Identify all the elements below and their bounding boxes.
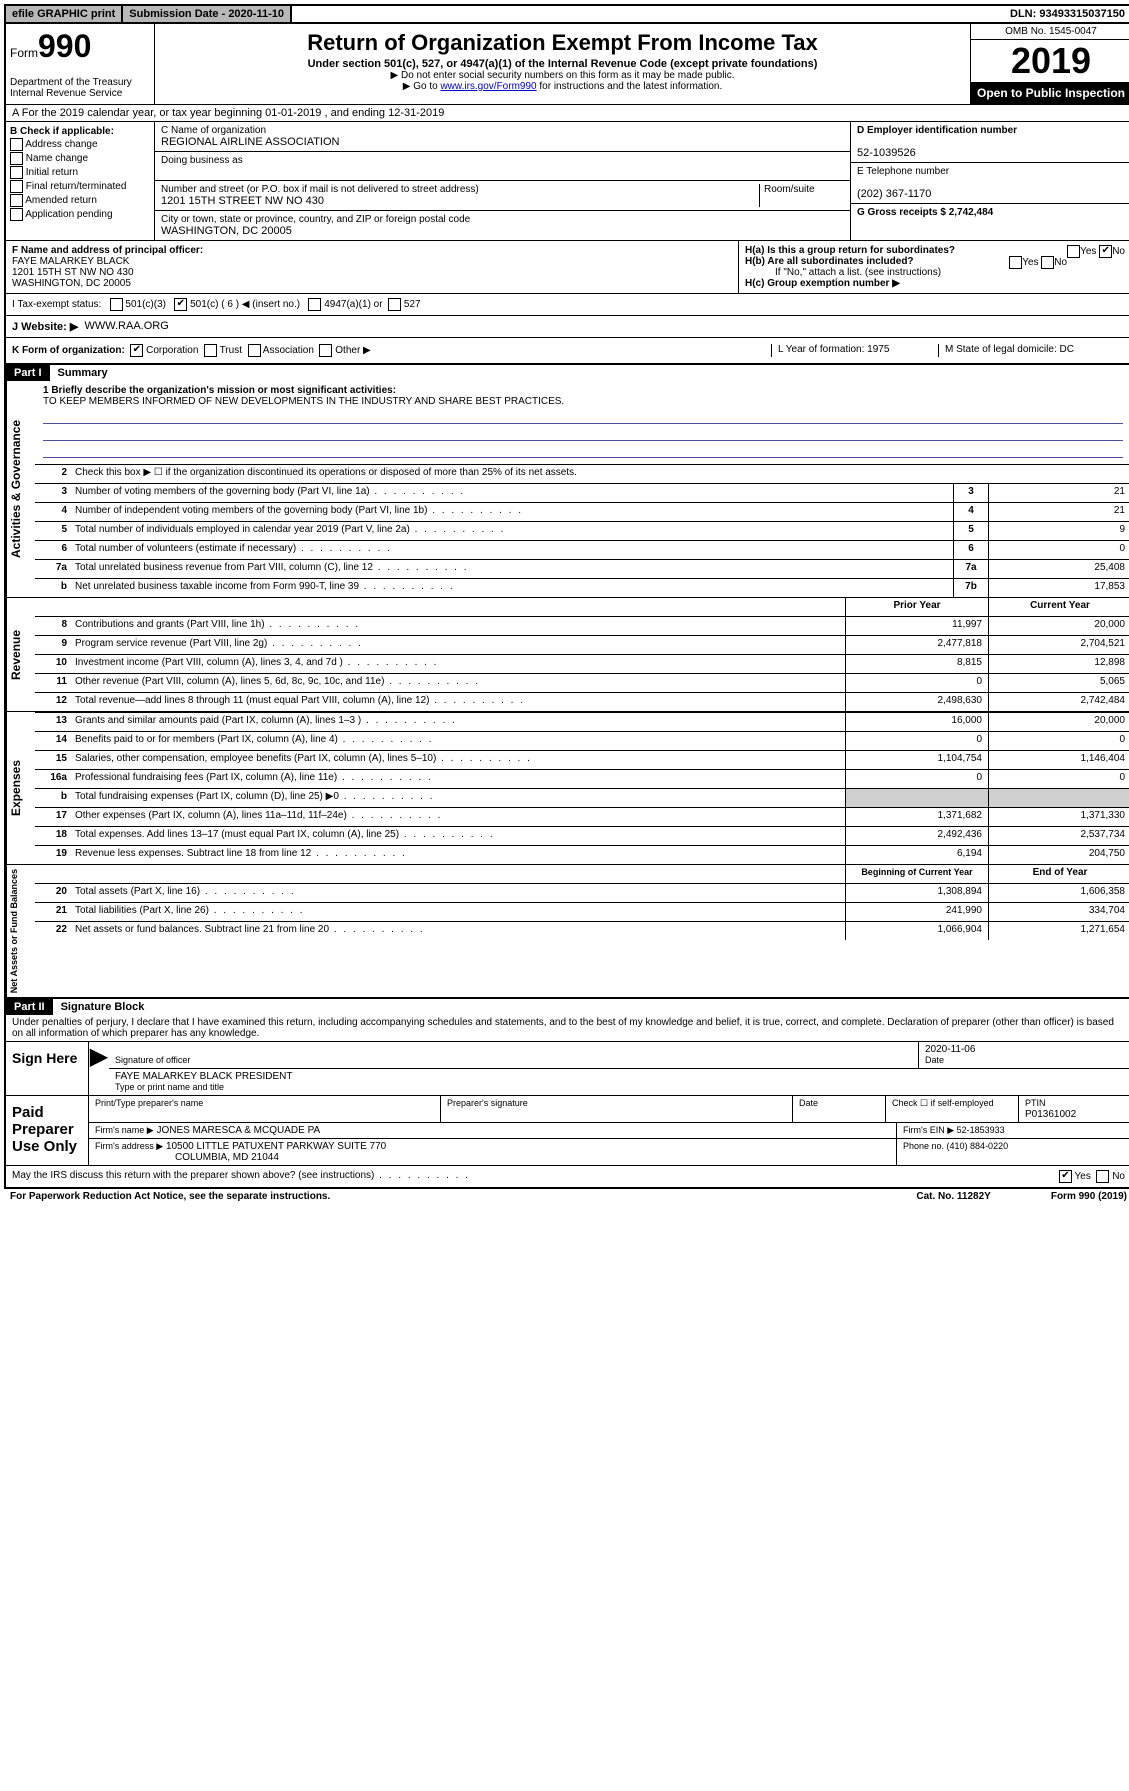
row-k: K Form of organization: Corporation Trus… xyxy=(6,337,1129,363)
summary-line: 20Total assets (Part X, line 16)1,308,89… xyxy=(35,883,1129,902)
section-b: B Check if applicable: Address change Na… xyxy=(6,122,155,240)
year-cell: OMB No. 1545-0047 2019 Open to Public In… xyxy=(970,24,1129,104)
section-h: H(a) Is this a group return for subordin… xyxy=(738,241,1129,293)
side-expenses: Expenses xyxy=(6,712,35,864)
summary-line: 22Net assets or fund balances. Subtract … xyxy=(35,921,1129,940)
summary-line: 9Program service revenue (Part VIII, lin… xyxy=(35,635,1129,654)
footer: For Paperwork Reduction Act Notice, see … xyxy=(4,1189,1129,1204)
tax-exempt-row: I Tax-exempt status: 501(c)(3) 501(c) ( … xyxy=(6,293,1129,315)
perjury-statement: Under penalties of perjury, I declare th… xyxy=(6,1015,1129,1041)
instructions-link[interactable]: www.irs.gov/Form990 xyxy=(440,81,536,92)
dln-label: DLN: 93493315037150 xyxy=(1004,6,1129,22)
top-toolbar: efile GRAPHIC print Submission Date - 20… xyxy=(4,4,1129,24)
summary-line: 7aTotal unrelated business revenue from … xyxy=(35,559,1129,578)
summary-line: 14Benefits paid to or for members (Part … xyxy=(35,731,1129,750)
title-cell: Return of Organization Exempt From Incom… xyxy=(155,24,970,104)
summary-line: 21Total liabilities (Part X, line 26)241… xyxy=(35,902,1129,921)
summary-line: bTotal fundraising expenses (Part IX, co… xyxy=(35,788,1129,807)
submission-date: Submission Date - 2020-11-10 xyxy=(123,6,292,22)
paid-preparer-block: Paid Preparer Use Only Print/Type prepar… xyxy=(6,1095,1129,1165)
summary-line: 6Total number of volunteers (estimate if… xyxy=(35,540,1129,559)
summary-line: 13Grants and similar amounts paid (Part … xyxy=(35,712,1129,731)
form-container: Form990 Department of the TreasuryIntern… xyxy=(4,24,1129,1189)
department-label: Department of the TreasuryInternal Reven… xyxy=(10,77,150,99)
side-net-assets: Net Assets or Fund Balances xyxy=(6,865,35,997)
summary-line: 5Total number of individuals employed in… xyxy=(35,521,1129,540)
summary-line: 10Investment income (Part VIII, column (… xyxy=(35,654,1129,673)
form-id-cell: Form990 Department of the TreasuryIntern… xyxy=(6,24,155,104)
summary-line: 3Number of voting members of the governi… xyxy=(35,483,1129,502)
summary-line: 19Revenue less expenses. Subtract line 1… xyxy=(35,845,1129,864)
section-de: D Employer identification number52-10395… xyxy=(850,122,1129,240)
summary-line: 8Contributions and grants (Part VIII, li… xyxy=(35,616,1129,635)
summary-line: 11Other revenue (Part VIII, column (A), … xyxy=(35,673,1129,692)
part2-header: Part IISignature Block xyxy=(6,997,1129,1015)
efile-button[interactable]: efile GRAPHIC print xyxy=(6,6,123,22)
may-irs-discuss: May the IRS discuss this return with the… xyxy=(6,1165,1129,1187)
form-title: Return of Organization Exempt From Incom… xyxy=(163,30,962,56)
section-c: C Name of organizationREGIONAL AIRLINE A… xyxy=(155,122,850,240)
side-revenue: Revenue xyxy=(6,598,35,711)
side-governance: Activities & Governance xyxy=(6,381,35,597)
summary-line: 18Total expenses. Add lines 13–17 (must … xyxy=(35,826,1129,845)
sign-here-block: Sign Here ▶ Signature of officer 2020-11… xyxy=(6,1041,1129,1095)
summary-line: 17Other expenses (Part IX, column (A), l… xyxy=(35,807,1129,826)
summary-line: 15Salaries, other compensation, employee… xyxy=(35,750,1129,769)
tax-year-line: A For the 2019 calendar year, or tax yea… xyxy=(6,104,1129,121)
part1-header: Part ISummary xyxy=(6,363,1129,381)
website-row: J Website: ▶ WWW.RAA.ORG xyxy=(6,315,1129,337)
summary-line: 12Total revenue—add lines 8 through 11 (… xyxy=(35,692,1129,711)
summary-line: 16aProfessional fundraising fees (Part I… xyxy=(35,769,1129,788)
summary-line: 4Number of independent voting members of… xyxy=(35,502,1129,521)
section-f: F Name and address of principal officer:… xyxy=(6,241,738,293)
mission-block: 1 Briefly describe the organization's mi… xyxy=(35,381,1129,464)
summary-line: bNet unrelated business taxable income f… xyxy=(35,578,1129,597)
